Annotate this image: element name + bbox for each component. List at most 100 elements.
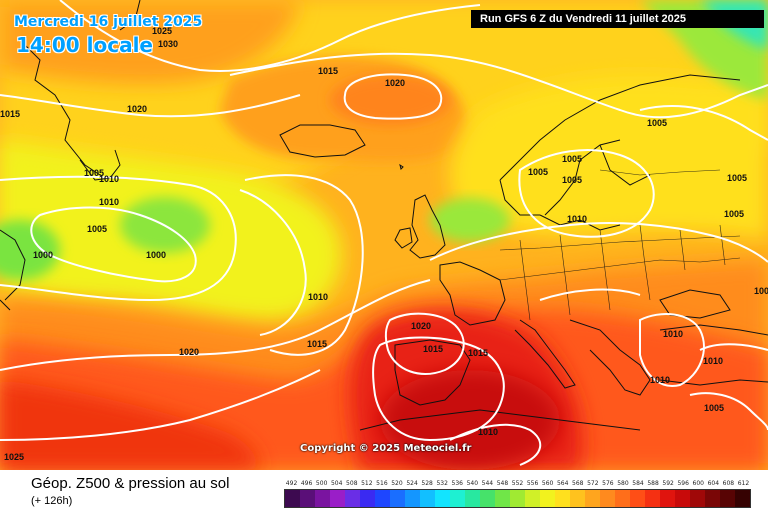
isobar-africa-1010 xyxy=(449,423,542,466)
isobar-label: 1005 xyxy=(562,154,582,164)
isobar-label: 1005 xyxy=(727,173,747,183)
color-scale-bar xyxy=(284,489,751,508)
color-scale-swatch xyxy=(375,490,390,507)
color-scale-swatch xyxy=(735,490,750,507)
isobar-label: 1000 xyxy=(33,250,53,260)
color-scale-label: 564 xyxy=(556,480,569,487)
isobar-label: 1010 xyxy=(308,292,328,302)
isobar-label: 1020 xyxy=(385,78,405,88)
isobar-label: 1010 xyxy=(478,427,498,437)
isobar-label: 1005 xyxy=(84,168,104,178)
coast-britain xyxy=(409,194,446,259)
isobar-balkans-1010 xyxy=(639,313,705,387)
coast-greenland-east xyxy=(19,0,141,176)
color-scale-swatch xyxy=(285,490,300,507)
coast-sweden-finland xyxy=(544,139,651,216)
borders xyxy=(499,169,741,321)
isobar-atlantic-low-2 xyxy=(0,175,237,302)
color-scale-label: 536 xyxy=(451,480,463,487)
color-scale-swatch xyxy=(300,490,315,507)
color-scale-label: 540 xyxy=(466,480,479,487)
forecast-date: Mercredi 16 juillet 2025 xyxy=(14,14,203,30)
color-scale-swatch xyxy=(570,490,585,507)
color-scale-label: 600 xyxy=(692,480,704,487)
coast-iberia xyxy=(394,339,471,406)
isobar-med-1015 xyxy=(539,288,641,301)
isobar-label: 1005 xyxy=(754,286,768,296)
color-scale-swatch xyxy=(660,490,675,507)
color-scale-label: 516 xyxy=(376,480,388,487)
isobar-label: 1020 xyxy=(127,104,147,114)
isobar-mid-1015 xyxy=(244,174,364,356)
color-scale-swatch xyxy=(465,490,480,507)
isobar-label: 1015 xyxy=(423,344,443,354)
isobar-label: 1005 xyxy=(704,403,724,413)
lead-time: (+ 126h) xyxy=(31,495,73,507)
color-scale-label: 604 xyxy=(707,480,720,487)
isobar-east-1005 xyxy=(639,105,768,141)
color-scale-swatch xyxy=(420,490,435,507)
color-scale-swatch xyxy=(720,490,735,507)
isobar-iceland-high xyxy=(343,73,443,120)
color-scale-swatch xyxy=(450,490,465,507)
isobar-south-1020 xyxy=(0,279,431,371)
z500-zone-southwest-red xyxy=(0,380,260,470)
color-scale-label: 556 xyxy=(526,480,539,487)
color-scale-swatch xyxy=(645,490,660,507)
isobar-greenland-outer xyxy=(0,94,301,118)
coast-labrador xyxy=(0,229,26,311)
color-scale-label: 572 xyxy=(587,480,599,487)
color-scale-label: 612 xyxy=(737,480,750,487)
coast-france xyxy=(439,261,506,326)
color-scale-swatch xyxy=(630,490,645,507)
isobar-label: 1005 xyxy=(562,175,582,185)
color-scale-swatch xyxy=(480,490,495,507)
isobar-label: 1010 xyxy=(650,375,670,385)
color-scale-label: 596 xyxy=(677,480,689,487)
isobar-label: 1000 xyxy=(146,250,166,260)
z500-zone-africa-darkred xyxy=(380,370,560,470)
z500-zone-labrador-green xyxy=(0,220,60,280)
color-scale-swatch xyxy=(510,490,525,507)
copyright-notice: Copyright © 2025 Meteociel.fr xyxy=(300,443,472,454)
isobar-atlantic-1010 xyxy=(239,189,307,336)
z500-zone-greenland-orange xyxy=(0,0,300,85)
color-scale-label: 512 xyxy=(361,480,373,487)
color-scale-label: 532 xyxy=(436,480,448,487)
model-run-label: Run GFS 6 Z du Vendredi 11 juillet 2025 xyxy=(471,10,764,28)
border-europe-1 xyxy=(499,224,741,321)
isobar-label: 1010 xyxy=(99,174,119,184)
color-scale-label: 508 xyxy=(346,480,358,487)
color-scale-swatch xyxy=(345,490,360,507)
color-scale-swatch xyxy=(315,490,330,507)
isobar-north-1015 xyxy=(229,52,768,119)
color-scale-label: 568 xyxy=(572,480,584,487)
isobar-label: 1010 xyxy=(567,214,587,224)
color-scale-swatch xyxy=(360,490,375,507)
isobar-east-1005-b xyxy=(689,392,768,431)
isobar-labels: 1025 1030 1015 1020 1015 1020 1005 1010 … xyxy=(0,26,768,462)
color-scale-label: 588 xyxy=(647,480,659,487)
color-scale-label: 492 xyxy=(285,480,298,487)
z500-shading xyxy=(0,0,768,470)
color-scale-swatch xyxy=(390,490,405,507)
color-scale-label: 524 xyxy=(406,480,418,487)
coast-north-africa xyxy=(359,409,641,431)
color-scale-label: 580 xyxy=(617,480,629,487)
color-scale-swatch xyxy=(330,490,345,507)
border-europe-2 xyxy=(499,169,741,251)
color-scale-swatch xyxy=(540,490,555,507)
coast-iceland xyxy=(279,124,366,158)
isobar-label: 1005 xyxy=(724,209,744,219)
isobar-iberia-1020 xyxy=(384,312,465,375)
isobar-south-1025 xyxy=(0,369,321,441)
color-scale-label: 500 xyxy=(315,480,328,487)
color-scale-swatch xyxy=(600,490,615,507)
isobar-turkey-1010 xyxy=(699,343,768,351)
isobar-label: 1015 xyxy=(307,339,327,349)
isobar-label: 1030 xyxy=(158,39,178,49)
isobar-europe-1010 xyxy=(429,222,768,263)
color-scale-swatch xyxy=(690,490,705,507)
color-scale-label: 560 xyxy=(541,480,554,487)
coast-norway xyxy=(499,74,741,216)
